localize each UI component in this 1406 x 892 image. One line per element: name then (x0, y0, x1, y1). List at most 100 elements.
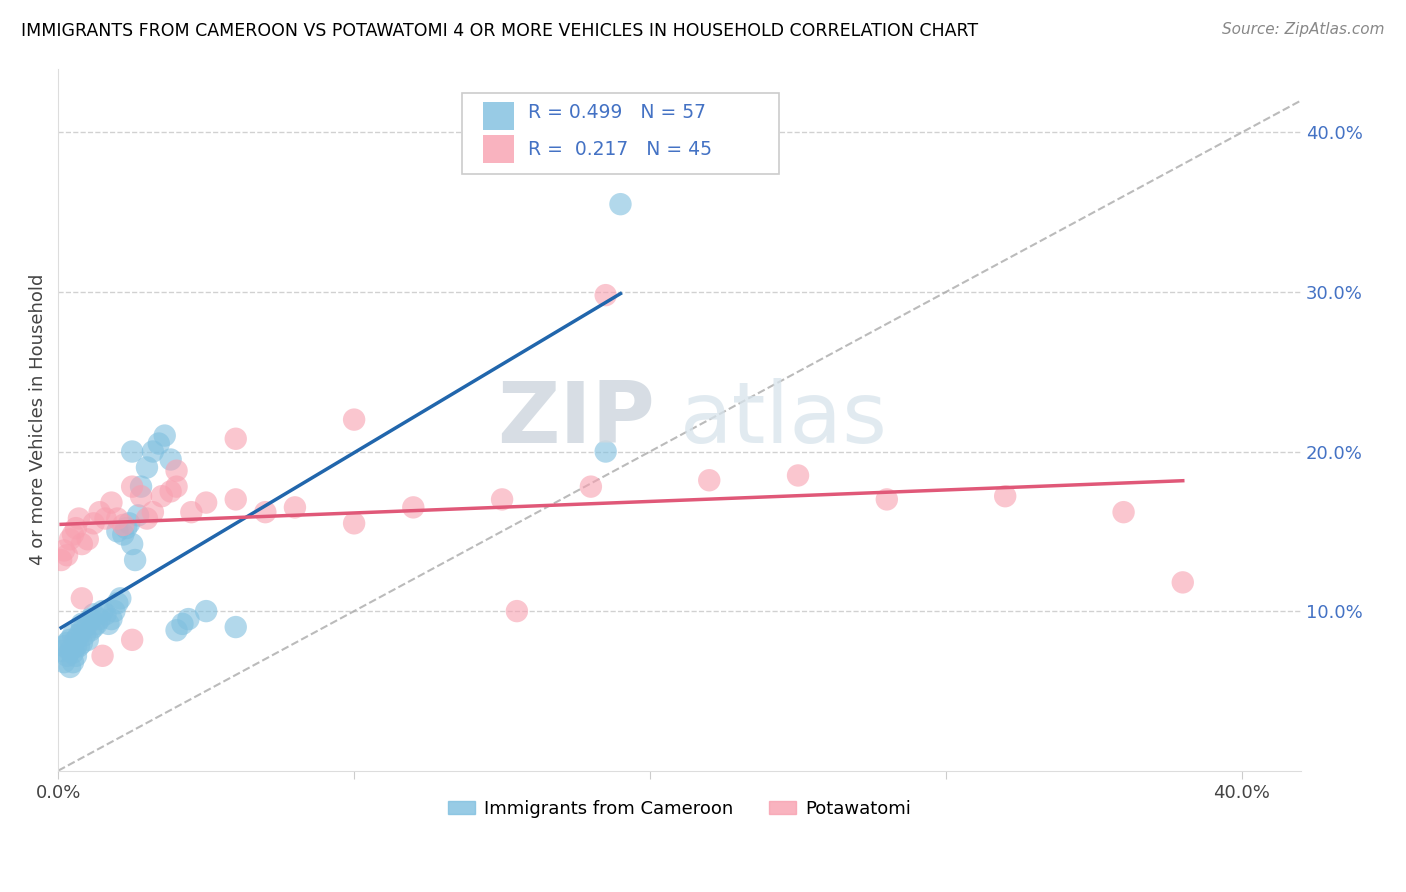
Point (148, 436, 170, 450)
Point (105, 511, 128, 525)
Point (172, 616, 194, 631)
Point (59, 660, 82, 674)
Point (876, 492, 898, 507)
Point (159, 484, 181, 499)
Point (129, 489, 152, 503)
Point (94, 607, 117, 622)
Point (159, 452, 181, 467)
Point (136, 460, 159, 475)
Point (254, 505, 277, 519)
Point (1112, 505, 1135, 519)
Point (195, 604, 218, 618)
Point (115, 521, 138, 535)
Point (595, 288, 617, 302)
Point (73, 620, 96, 634)
Bar (484, 102, 515, 129)
Point (343, 412, 366, 426)
Point (59, 632, 82, 647)
Point (609, 197, 631, 211)
Point (94, 511, 117, 525)
Point (67, 511, 90, 525)
Point (142, 505, 165, 519)
Point (136, 511, 159, 525)
Point (56, 636, 79, 650)
Point (105, 524, 128, 539)
Point (91, 648, 114, 663)
Point (53, 639, 76, 653)
Point (59, 533, 82, 547)
Point (65, 648, 87, 663)
Point (506, 604, 529, 618)
Point (62, 527, 84, 541)
Point (62, 646, 84, 660)
Point (59, 644, 82, 658)
Point (402, 500, 425, 515)
Point (195, 495, 218, 509)
Point (76, 533, 98, 547)
Y-axis label: 4 or more Vehicles in Household: 4 or more Vehicles in Household (30, 274, 46, 566)
Point (225, 620, 247, 634)
Point (91, 604, 114, 618)
Point (100, 612, 122, 626)
Point (89, 505, 111, 519)
Point (80, 612, 103, 626)
Point (86, 616, 108, 631)
FancyBboxPatch shape (463, 93, 779, 174)
Point (83, 607, 105, 622)
Point (76, 632, 98, 647)
Point (65, 639, 87, 653)
Text: ZIP: ZIP (498, 378, 655, 461)
Point (67, 628, 90, 642)
Point (491, 492, 513, 507)
Point (142, 444, 165, 458)
Point (53, 543, 76, 558)
Point (112, 517, 135, 532)
Text: R =  0.217   N = 45: R = 0.217 N = 45 (529, 140, 711, 159)
Point (112, 527, 135, 541)
Point (166, 480, 188, 494)
Point (70, 624, 93, 638)
Point (118, 516, 141, 531)
Point (110, 591, 132, 606)
Point (70, 591, 93, 606)
Point (100, 495, 122, 509)
Point (177, 612, 200, 626)
Point (70, 636, 93, 650)
Point (97, 616, 120, 631)
Point (225, 492, 247, 507)
Point (697, 473, 720, 487)
Legend: Immigrants from Cameroon, Potawatomi: Immigrants from Cameroon, Potawatomi (440, 792, 918, 825)
Point (105, 596, 128, 610)
Point (124, 553, 146, 567)
Point (65, 632, 87, 647)
Point (595, 444, 617, 458)
Point (49, 644, 72, 658)
Text: IMMIGRANTS FROM CAMEROON VS POTAWATOMI 4 OR MORE VEHICLES IN HOUSEHOLD CORRELATI: IMMIGRANTS FROM CAMEROON VS POTAWATOMI 4… (21, 22, 979, 40)
Point (76, 616, 98, 631)
Point (225, 432, 247, 446)
Point (89, 612, 111, 626)
Point (83, 620, 105, 634)
Point (80, 624, 103, 638)
Point (579, 480, 602, 494)
Point (129, 480, 152, 494)
Point (284, 500, 307, 515)
Point (127, 508, 149, 523)
Point (67, 639, 90, 653)
Bar (484, 136, 515, 163)
Text: Source: ZipAtlas.com: Source: ZipAtlas.com (1222, 22, 1385, 37)
Text: R = 0.499   N = 57: R = 0.499 N = 57 (529, 103, 706, 122)
Point (49, 553, 72, 567)
Point (180, 505, 202, 519)
Point (62, 655, 84, 669)
Point (121, 537, 143, 551)
Point (121, 480, 143, 494)
Text: atlas: atlas (679, 378, 887, 461)
Point (121, 444, 143, 458)
Point (56, 648, 79, 663)
Point (70, 537, 93, 551)
Point (166, 624, 188, 638)
Point (62, 628, 84, 642)
Point (103, 604, 125, 618)
Point (65, 521, 87, 535)
